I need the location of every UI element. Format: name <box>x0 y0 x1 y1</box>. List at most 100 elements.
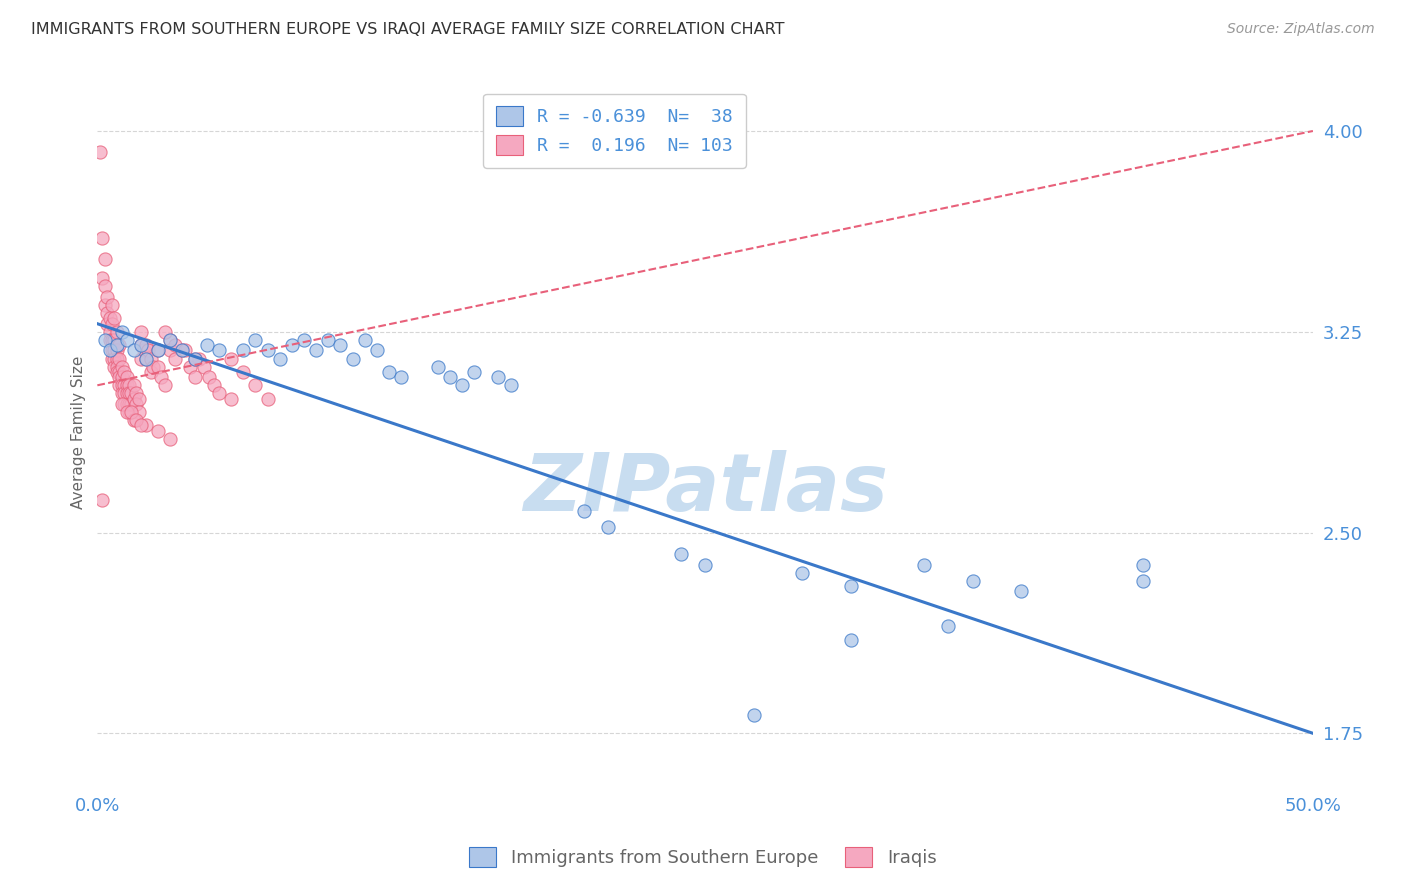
Point <box>105 351 128 366</box>
Text: ZIPatlas: ZIPatlas <box>523 450 887 528</box>
Point <box>129 338 152 352</box>
Point <box>101 351 124 366</box>
Point <box>98 311 121 326</box>
Point <box>1132 574 1154 588</box>
Point <box>101 333 124 347</box>
Point <box>103 311 125 326</box>
Point <box>108 338 131 352</box>
Point <box>111 378 134 392</box>
Point <box>98 343 121 358</box>
Point <box>193 359 215 374</box>
Point <box>111 325 134 339</box>
Point <box>165 351 187 366</box>
Point <box>318 333 340 347</box>
Point <box>103 343 125 358</box>
Point <box>120 386 142 401</box>
Point <box>232 343 254 358</box>
Point <box>172 343 194 358</box>
Point <box>159 432 181 446</box>
Point <box>108 351 131 366</box>
Point <box>155 378 177 392</box>
Point <box>93 252 115 267</box>
Point <box>202 378 225 392</box>
Point <box>245 333 267 347</box>
Legend: R = -0.639  N=  38, R =  0.196  N= 103: R = -0.639 N= 38, R = 0.196 N= 103 <box>484 94 745 168</box>
Point <box>572 504 595 518</box>
Point <box>89 145 111 160</box>
Point <box>173 343 195 358</box>
Point <box>165 338 187 352</box>
Point <box>146 343 169 358</box>
Point <box>103 351 125 366</box>
Point <box>219 351 242 366</box>
Point <box>91 231 114 245</box>
Point <box>146 359 169 374</box>
Point <box>115 333 138 347</box>
Point <box>378 365 401 379</box>
Point <box>792 566 814 580</box>
Point <box>129 325 152 339</box>
Point <box>245 378 267 392</box>
Point <box>129 418 152 433</box>
Point <box>839 632 862 647</box>
Point <box>353 333 375 347</box>
Point <box>198 370 221 384</box>
Point <box>183 351 205 366</box>
Point <box>451 378 474 392</box>
Point <box>962 574 984 588</box>
Point <box>125 386 148 401</box>
Point <box>488 370 510 384</box>
Point <box>132 343 155 358</box>
Point <box>93 298 115 312</box>
Y-axis label: Average Family Size: Average Family Size <box>72 355 86 508</box>
Point <box>98 333 121 347</box>
Point <box>112 365 135 379</box>
Point <box>155 325 177 339</box>
Point <box>118 405 141 419</box>
Point <box>93 279 115 293</box>
Point <box>839 579 862 593</box>
Point <box>256 343 278 358</box>
Point <box>112 378 135 392</box>
Point <box>195 338 218 352</box>
Point <box>183 370 205 384</box>
Point <box>115 405 138 419</box>
Point <box>135 351 157 366</box>
Point <box>112 386 135 401</box>
Point <box>91 271 114 285</box>
Point <box>108 378 131 392</box>
Point <box>135 351 157 366</box>
Point <box>105 365 128 379</box>
Point <box>101 343 124 358</box>
Point <box>105 343 128 358</box>
Point <box>128 392 150 406</box>
Point <box>125 413 148 427</box>
Point <box>129 351 152 366</box>
Point <box>142 359 165 374</box>
Point <box>936 619 959 633</box>
Point <box>426 359 449 374</box>
Point <box>128 405 150 419</box>
Point <box>93 333 115 347</box>
Point <box>111 359 134 374</box>
Point <box>108 370 131 384</box>
Point <box>118 386 141 401</box>
Point <box>329 338 352 352</box>
Point <box>129 338 152 352</box>
Point <box>499 378 522 392</box>
Point <box>115 378 138 392</box>
Point <box>342 351 364 366</box>
Text: IMMIGRANTS FROM SOUTHERN EUROPE VS IRAQI AVERAGE FAMILY SIZE CORRELATION CHART: IMMIGRANTS FROM SOUTHERN EUROPE VS IRAQI… <box>31 22 785 37</box>
Point <box>101 298 124 312</box>
Point <box>439 370 461 384</box>
Point <box>695 558 717 572</box>
Point <box>232 365 254 379</box>
Point <box>172 343 194 358</box>
Point <box>596 520 619 534</box>
Point <box>115 370 138 384</box>
Point <box>105 325 128 339</box>
Point <box>115 397 138 411</box>
Point <box>146 424 169 438</box>
Point <box>122 343 145 358</box>
Point <box>105 359 128 374</box>
